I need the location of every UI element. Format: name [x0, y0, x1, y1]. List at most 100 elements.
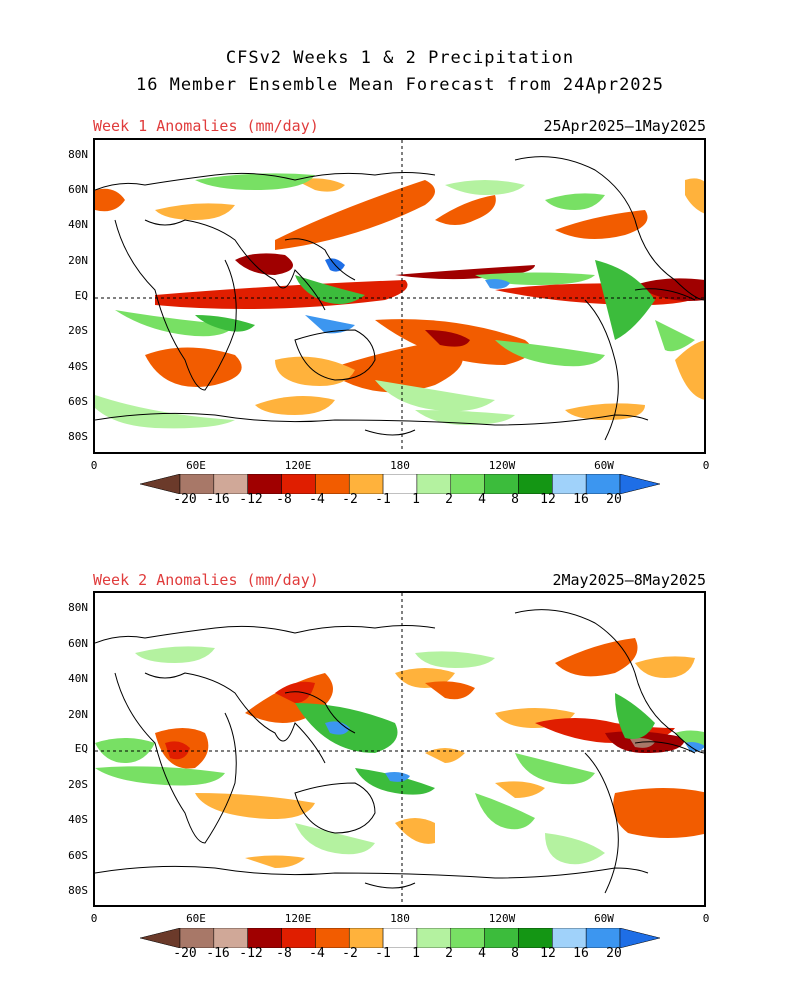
week1-lon-180: 180 [390, 459, 410, 472]
colorbar-swatch [585, 928, 621, 948]
week2-lat-40n: 40N [68, 672, 88, 685]
cb1-label: -1 [375, 492, 391, 507]
cb2-label: -16 [206, 946, 230, 961]
week2-map [93, 591, 706, 907]
colorbar-swatch [484, 474, 519, 494]
week2-map-svg [95, 593, 704, 905]
colorbar-arrow-right [619, 474, 660, 494]
week2-panel-label: Week 2 Anomalies (mm/day) [93, 571, 319, 589]
colorbar-swatch [585, 474, 621, 494]
week2-lat-60s: 60S [68, 849, 88, 862]
cb1-label: -4 [309, 492, 325, 507]
week2-date-range: 2May2025–8May2025 [552, 571, 706, 589]
week1-lon-60w: 60W [594, 459, 614, 472]
week1-lat-40n: 40N [68, 218, 88, 231]
colorbar-swatch [518, 474, 553, 494]
week1-lon-60e: 60E [186, 459, 206, 472]
week1-lat-20n: 20N [68, 254, 88, 267]
cb1-label: -8 [276, 492, 292, 507]
week2-lon-120w: 120W [488, 912, 516, 925]
colorbar-swatch [416, 474, 452, 494]
week2-lon-180: 180 [390, 912, 410, 925]
cb1-label: 1 [412, 492, 420, 507]
colorbar-swatch [281, 928, 316, 948]
cb2-label: -20 [173, 946, 197, 961]
colorbar-swatch [450, 474, 485, 494]
week1-lat-80n: 80N [68, 148, 88, 161]
week2-lat-80s: 80S [68, 884, 88, 897]
week1-lat-40s: 40S [68, 360, 88, 373]
colorbar-swatch [518, 928, 553, 948]
week2-lat-60n: 60N [68, 637, 88, 650]
colorbar-arrow-left [140, 474, 181, 494]
title-line-1: CFSv2 Weeks 1 & 2 Precipitation [225, 48, 575, 68]
cb2-label: 1 [412, 946, 420, 961]
cb1-label: 16 [573, 492, 589, 507]
colorbar-swatch [213, 474, 248, 494]
colorbar-swatch [281, 474, 316, 494]
cb1-label: 8 [511, 492, 519, 507]
week1-panel-label: Week 1 Anomalies (mm/day) [93, 117, 319, 135]
colorbar-swatch [247, 474, 282, 494]
cb1-label: 2 [445, 492, 453, 507]
week2-lat-80n: 80N [68, 601, 88, 614]
week1-lat-60s: 60S [68, 395, 88, 408]
cb1-label: 12 [540, 492, 556, 507]
colorbar-swatch [450, 928, 485, 948]
week2-coastlines [95, 609, 704, 894]
week2-reference-lines [95, 593, 704, 905]
colorbar-swatch [315, 928, 350, 948]
week1-date-range: 25Apr2025–1May2025 [543, 117, 706, 135]
week2-precip-anomaly-field [95, 638, 704, 868]
week1-lon-0-right: 0 [702, 459, 710, 472]
cb2-label: -8 [276, 946, 292, 961]
cb2-label: -1 [375, 946, 391, 961]
week2-lon-0-right: 0 [702, 912, 710, 925]
week2-lat-40s: 40S [68, 813, 88, 826]
week2-lon-0: 0 [90, 912, 98, 925]
week1-coastlines [95, 156, 704, 441]
week2-lon-120e: 120E [284, 912, 312, 925]
week1-lat-60n: 60N [68, 183, 88, 196]
cb1-label: -2 [342, 492, 358, 507]
week1-lat-80s: 80S [68, 430, 88, 443]
colorbar-arrow-left [140, 928, 181, 948]
cb2-label: 8 [511, 946, 519, 961]
cb2-label: -2 [342, 946, 358, 961]
cb2-label: -12 [239, 946, 263, 961]
week2-lon-60e: 60E [186, 912, 206, 925]
colorbar-swatch [213, 928, 248, 948]
colorbar-swatch [382, 928, 418, 948]
week1-lon-120e: 120E [284, 459, 312, 472]
cb1-label: 4 [478, 492, 486, 507]
colorbar-swatch [348, 474, 384, 494]
week1-lat-20s: 20S [68, 324, 88, 337]
week1-lon-0: 0 [90, 459, 98, 472]
colorbar-swatch [179, 928, 215, 948]
colorbar-swatch [552, 474, 587, 494]
title-line-2: 16 Member Ensemble Mean Forecast from 24… [135, 75, 665, 95]
colorbar-swatch [348, 928, 384, 948]
week2-lat-eq: EQ [74, 742, 88, 755]
colorbar-arrow-right [619, 928, 660, 948]
week1-colorbar [140, 474, 660, 494]
week2-lat-20s: 20S [68, 778, 88, 791]
colorbar-swatch [484, 928, 519, 948]
week2-colorbar [140, 928, 660, 948]
week1-map-svg [95, 140, 704, 452]
week1-lon-120w: 120W [488, 459, 516, 472]
cb1-label: -16 [206, 492, 230, 507]
week1-precip-anomaly-field [95, 173, 704, 429]
week2-lon-60w: 60W [594, 912, 614, 925]
cb1-label: 20 [606, 492, 622, 507]
week1-map [93, 138, 706, 454]
cb2-label: 20 [606, 946, 622, 961]
cb1-label: -20 [173, 492, 197, 507]
cb2-label: -4 [309, 946, 325, 961]
colorbar-swatch [416, 928, 452, 948]
week2-lat-20n: 20N [68, 708, 88, 721]
colorbar-swatch [382, 474, 418, 494]
cb2-label: 12 [540, 946, 556, 961]
colorbar-swatch [179, 474, 215, 494]
cb1-label: -12 [239, 492, 263, 507]
